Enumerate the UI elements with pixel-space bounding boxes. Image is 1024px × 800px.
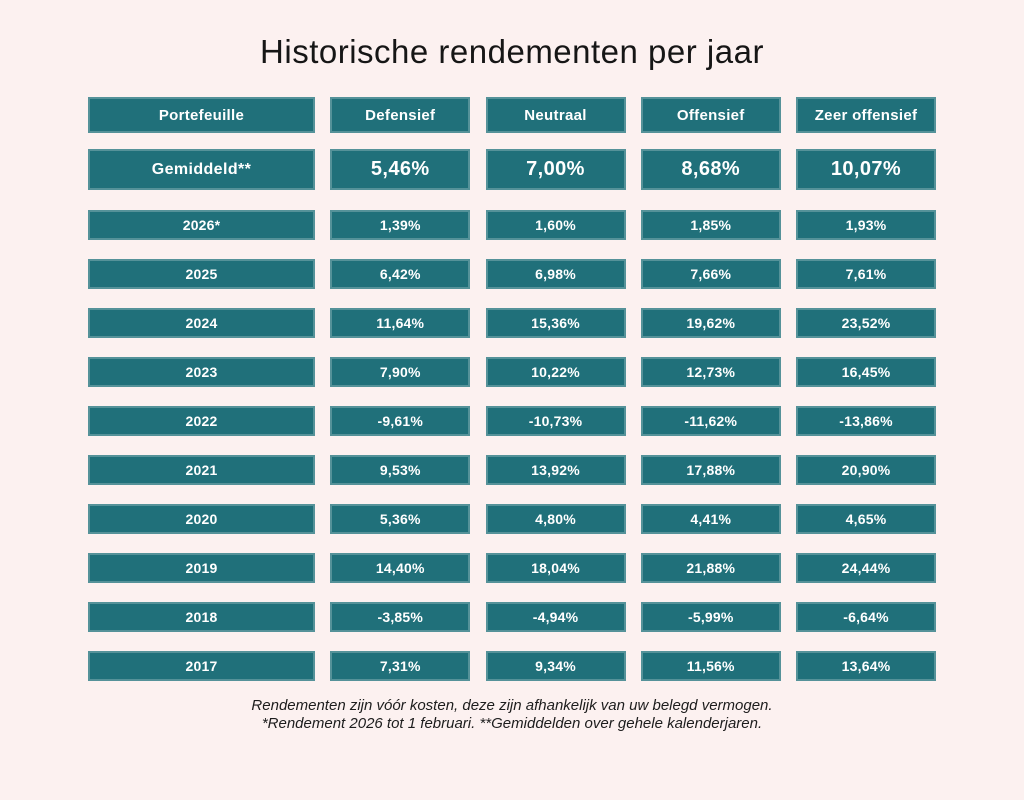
return-value-cell: 6,42% bbox=[330, 259, 471, 289]
return-value-cell: 9,53% bbox=[330, 455, 471, 485]
header-cell: Defensief bbox=[330, 97, 471, 133]
return-value-cell: 14,40% bbox=[330, 553, 471, 583]
year-row-2019: 2019 14,40% 18,04% 21,88% 24,44% bbox=[88, 553, 936, 583]
page-title: Historische rendementen per jaar bbox=[260, 33, 764, 70]
return-value-cell: 13,64% bbox=[796, 651, 936, 681]
year-row-2017: 2017 7,31% 9,34% 11,56% 13,64% bbox=[88, 651, 936, 681]
table-header-row: Portefeuille Defensief Neutraal Offensief Ze… bbox=[88, 97, 936, 133]
year-label-cell: 2023 bbox=[88, 357, 315, 387]
return-value-cell: 20,90% bbox=[796, 455, 936, 485]
return-value-cell: 4,80% bbox=[485, 504, 626, 534]
return-value-cell: -10,73% bbox=[485, 406, 626, 436]
return-value-cell: -4,94% bbox=[485, 602, 626, 632]
return-value-cell: 7,31% bbox=[330, 651, 471, 681]
year-label-cell: 2021 bbox=[88, 455, 315, 485]
return-value-cell: 24,44% bbox=[796, 553, 936, 583]
return-value-cell: 1,39% bbox=[330, 210, 471, 240]
footnote-line-1: Rendementen zijn vóór kosten, deze zijn … bbox=[251, 697, 773, 714]
year-row-2020: 2020 5,36% 4,80% 4,41% 4,65% bbox=[88, 504, 936, 534]
return-value-cell: 1,93% bbox=[796, 210, 936, 240]
year-label-cell: 2019 bbox=[88, 553, 315, 583]
return-value-cell: 1,85% bbox=[640, 210, 781, 240]
footnote: Rendementen zijn vóór kosten, deze zijn … bbox=[0, 697, 1024, 733]
page: Historische rendementen per jaar Portefe… bbox=[0, 32, 1024, 733]
return-value-cell: 11,56% bbox=[640, 651, 781, 681]
average-row: Gemiddeld** 5,46% 7,00% 8,68% 10,07% bbox=[88, 149, 936, 190]
average-value-cell: 8,68% bbox=[640, 149, 781, 190]
year-label-cell: 2026* bbox=[88, 210, 315, 240]
return-value-cell: 6,98% bbox=[485, 259, 626, 289]
return-value-cell: 11,64% bbox=[330, 308, 471, 338]
return-value-cell: -6,64% bbox=[796, 602, 936, 632]
year-row-2026: 2026* 1,39% 1,60% 1,85% 1,93% bbox=[88, 210, 936, 240]
return-value-cell: 10,22% bbox=[485, 357, 626, 387]
return-value-cell: 5,36% bbox=[330, 504, 471, 534]
year-label-cell: 2024 bbox=[88, 308, 315, 338]
return-value-cell: 7,66% bbox=[640, 259, 781, 289]
year-label-cell: 2020 bbox=[88, 504, 315, 534]
year-row-2024: 2024 11,64% 15,36% 19,62% 23,52% bbox=[88, 308, 936, 338]
year-row-2023: 2023 7,90% 10,22% 12,73% 16,45% bbox=[88, 357, 936, 387]
footnote-line-2: *Rendement 2026 tot 1 februari. **Gemidd… bbox=[261, 715, 763, 732]
return-value-cell: 17,88% bbox=[640, 455, 781, 485]
return-value-cell: -11,62% bbox=[640, 406, 781, 436]
return-value-cell: 4,65% bbox=[796, 504, 936, 534]
return-value-cell: -5,99% bbox=[640, 602, 781, 632]
year-label-cell: 2022 bbox=[88, 406, 315, 436]
return-value-cell: -9,61% bbox=[330, 406, 471, 436]
average-label-cell: Gemiddeld** bbox=[88, 149, 315, 190]
year-label-cell: 2018 bbox=[88, 602, 315, 632]
year-row-2018: 2018 -3,85% -4,94% -5,99% -6,64% bbox=[88, 602, 936, 632]
year-label-cell: 2017 bbox=[88, 651, 315, 681]
return-value-cell: 19,62% bbox=[640, 308, 781, 338]
return-value-cell: -3,85% bbox=[330, 602, 471, 632]
year-label-cell: 2025 bbox=[88, 259, 315, 289]
return-value-cell: 15,36% bbox=[485, 308, 626, 338]
return-value-cell: -13,86% bbox=[796, 406, 936, 436]
average-value-cell: 5,46% bbox=[330, 149, 471, 190]
average-value-cell: 10,07% bbox=[796, 149, 936, 190]
return-value-cell: 7,61% bbox=[796, 259, 936, 289]
return-value-cell: 23,52% bbox=[796, 308, 936, 338]
return-value-cell: 21,88% bbox=[640, 553, 781, 583]
return-value-cell: 7,90% bbox=[330, 357, 471, 387]
year-row-2021: 2021 9,53% 13,92% 17,88% 20,90% bbox=[88, 455, 936, 485]
return-value-cell: 4,41% bbox=[640, 504, 781, 534]
year-row-2025: 2025 6,42% 6,98% 7,66% 7,61% bbox=[88, 259, 936, 289]
return-value-cell: 16,45% bbox=[796, 357, 936, 387]
header-cell: Offensief bbox=[640, 97, 781, 133]
header-cell: Neutraal bbox=[485, 97, 626, 133]
return-value-cell: 18,04% bbox=[485, 553, 626, 583]
average-value-cell: 7,00% bbox=[485, 149, 626, 190]
return-value-cell: 12,73% bbox=[640, 357, 781, 387]
header-cell: Zeer offensief bbox=[796, 97, 936, 133]
return-value-cell: 9,34% bbox=[485, 651, 626, 681]
returns-table: Portefeuille Defensief Neutraal Offensief Ze… bbox=[88, 97, 936, 681]
year-row-2022: 2022 -9,61% -10,73% -11,62% -13,86% bbox=[88, 406, 936, 436]
header-cell-portefeuille: Portefeuille bbox=[88, 97, 315, 133]
return-value-cell: 1,60% bbox=[485, 210, 626, 240]
return-value-cell: 13,92% bbox=[485, 455, 626, 485]
